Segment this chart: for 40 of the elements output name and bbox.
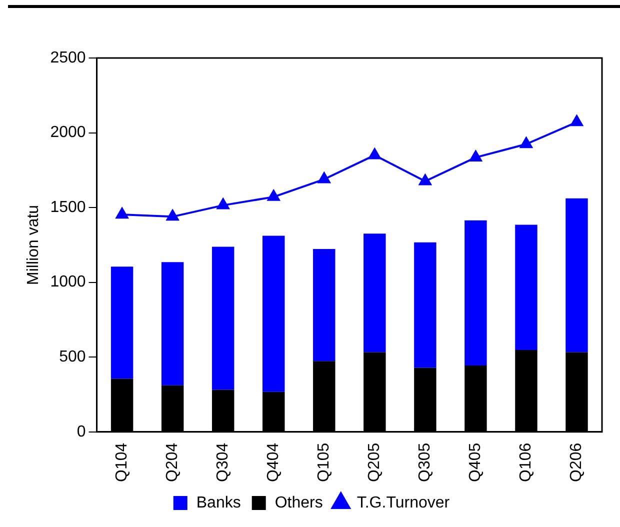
- bar: [566, 198, 588, 352]
- x-tick-label: Q204: [164, 442, 181, 482]
- bar: [515, 224, 538, 350]
- point: [570, 115, 583, 126]
- bar: [212, 246, 234, 390]
- point: [520, 137, 532, 148]
- y-tick-label: 2000: [50, 124, 86, 142]
- legend-label: Others: [274, 494, 323, 512]
- x-tick-label: Q104: [113, 442, 130, 482]
- x-tick-label: Q105: [316, 442, 333, 482]
- x-tick-label: Q405: [467, 442, 484, 482]
- y-tick-label: 1500: [50, 198, 86, 216]
- point: [318, 172, 330, 184]
- x-tick-label: Q206: [568, 442, 586, 482]
- point: [216, 198, 230, 210]
- bar: [262, 236, 285, 392]
- bar: [364, 234, 386, 352]
- y-tick-label: 500: [59, 348, 86, 366]
- bar: [110, 266, 134, 379]
- bar: [464, 220, 487, 366]
- x-tick-label: Q205: [366, 442, 384, 482]
- point: [267, 190, 280, 201]
- y-axis-title: Million vatu: [25, 204, 42, 285]
- legend-label: T.G.Turnover: [356, 494, 450, 512]
- x-tick-label: Q305: [416, 442, 434, 482]
- point: [368, 148, 381, 160]
- bar: [414, 242, 436, 368]
- x-tick-label: Q304: [214, 442, 232, 482]
- point: [418, 174, 432, 186]
- point: [116, 208, 128, 219]
- y-tick-label: 1000: [50, 274, 86, 291]
- point: [166, 210, 179, 221]
- legend-label: Banks: [196, 494, 241, 512]
- point: [470, 150, 482, 162]
- bar: [161, 262, 184, 386]
- bar: [313, 248, 336, 362]
- y-tick-label: 0: [76, 423, 86, 440]
- y-tick-label: 2500: [50, 49, 86, 66]
- x-tick-label: Q106: [518, 442, 535, 482]
- x-tick-label: Q404: [265, 442, 282, 482]
